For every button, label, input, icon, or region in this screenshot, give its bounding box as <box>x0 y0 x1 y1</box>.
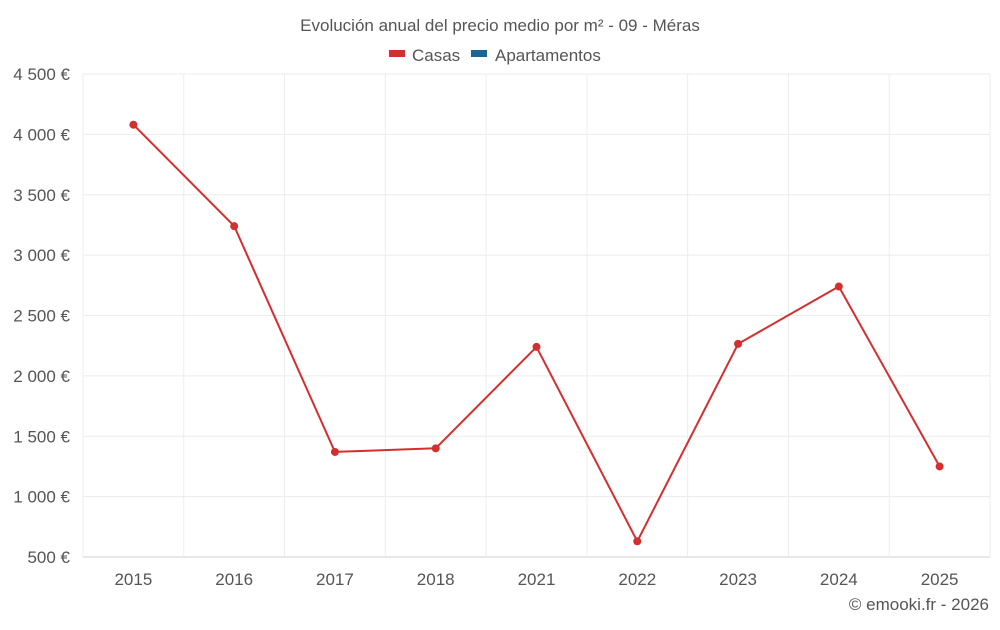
credit-text: © emooki.fr - 2026 <box>849 595 989 614</box>
y-tick-label: 1 000 € <box>13 488 70 507</box>
data-point-casas[interactable] <box>935 462 944 471</box>
legend-item-casas[interactable]: Casas <box>389 46 460 65</box>
grid <box>82 73 991 558</box>
legend-label-casas: Casas <box>412 46 460 65</box>
data-point-casas[interactable] <box>431 444 440 453</box>
y-tick-label: 3 000 € <box>13 246 70 265</box>
y-axis: 500 € 1 000 € 1 500 € 2 000 € 2 500 € 3 000 €… <box>13 65 70 567</box>
chart-title: Evolución anual del precio medio por m² … <box>300 16 700 35</box>
y-tick-label: 4 500 € <box>13 65 70 84</box>
x-tick-label: 2024 <box>820 570 858 589</box>
y-tick-label: 500 € <box>27 548 70 567</box>
x-tick-label: 2023 <box>719 570 757 589</box>
x-tick-label: 2015 <box>114 570 152 589</box>
legend-label-apartamentos: Apartamentos <box>495 46 601 65</box>
data-point-casas[interactable] <box>834 282 843 291</box>
x-tick-label: 2017 <box>316 570 354 589</box>
y-tick-label: 2 500 € <box>13 307 70 326</box>
x-axis: 2015 2016 2017 2018 2021 2022 2023 2024 2025 <box>114 570 958 589</box>
x-tick-label: 2022 <box>618 570 656 589</box>
data-point-casas[interactable] <box>633 537 642 546</box>
y-tick-label: 1 500 € <box>13 427 70 446</box>
x-tick-label: 2025 <box>921 570 959 589</box>
data-point-casas[interactable] <box>330 447 339 456</box>
series-line-casas <box>132 123 941 543</box>
legend-swatch-casas <box>389 50 405 57</box>
x-tick-label: 2021 <box>518 570 556 589</box>
data-point-casas[interactable] <box>532 342 541 351</box>
y-tick-label: 4 000 € <box>13 125 70 144</box>
data-point-casas[interactable] <box>734 339 743 348</box>
x-tick-label: 2016 <box>215 570 253 589</box>
x-tick-label: 2018 <box>417 570 455 589</box>
legend-swatch-apartamentos <box>471 50 487 57</box>
y-tick-label: 3 500 € <box>13 186 70 205</box>
data-point-casas[interactable] <box>129 120 138 129</box>
data-point-casas[interactable] <box>230 222 239 231</box>
y-tick-label: 2 000 € <box>13 367 70 386</box>
series-layer <box>129 120 944 546</box>
legend: Casas Apartamentos <box>389 46 601 65</box>
legend-item-apartamentos[interactable]: Apartamentos <box>471 46 601 65</box>
